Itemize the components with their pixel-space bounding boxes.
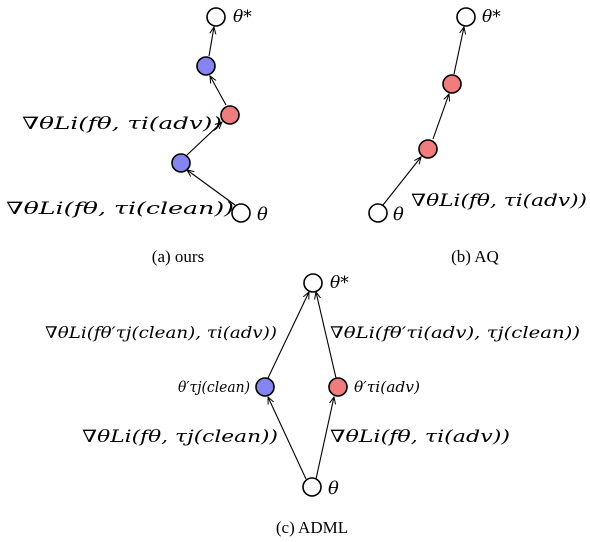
node-b-optimum xyxy=(456,7,476,27)
edge-b-adv2-to-optimum xyxy=(453,27,464,75)
edge-c-left-to-optimum xyxy=(267,292,309,379)
caption-c: (c) ADML xyxy=(276,518,348,537)
node-c-optimum xyxy=(303,273,323,293)
edge-a-theta-to-clean xyxy=(187,170,236,206)
panel-c-adml: θ θ* θ′τj(clean) θ′τi(adv) ∇θLi(fθ′τj(cl… xyxy=(45,273,580,537)
label-c-right-node: θ′τi(adv) xyxy=(354,378,420,396)
label-c-theta: θ xyxy=(328,478,339,499)
label-b-adv-gradient: ∇θLi(fθ, τi(adv)) xyxy=(411,191,587,211)
panel-b-aq: θ θ* ∇θLi(fθ, τi(adv)) (b) AQ xyxy=(368,7,587,266)
edge-a-clean-to-adv xyxy=(186,122,222,156)
label-a-optimum: θ* xyxy=(233,7,252,27)
node-a-clean-2 xyxy=(196,56,216,76)
node-a-adv xyxy=(220,105,240,125)
label-a-adv-gradient: ∇θLi(fθ, τi(adv)) xyxy=(22,114,222,134)
node-b-adv-1 xyxy=(418,139,438,159)
node-b-adv-2 xyxy=(442,74,462,94)
edge-a-adv-to-clean2 xyxy=(210,76,227,106)
node-b-theta xyxy=(368,203,388,223)
label-c-left-upper-gradient: ∇θLi(fθ′τj(clean), τi(adv)) xyxy=(45,323,277,342)
node-c-left-clean xyxy=(255,377,275,397)
caption-a: (a) ours xyxy=(152,247,204,266)
node-a-theta xyxy=(231,203,251,223)
label-c-optimum: θ* xyxy=(330,273,349,293)
label-b-theta: θ xyxy=(393,204,404,225)
node-c-theta xyxy=(302,477,322,497)
node-a-optimum xyxy=(206,7,226,27)
label-c-right-upper-gradient: ∇θLi(fθ′τi(adv), τj(clean)) xyxy=(330,323,580,342)
label-a-clean-gradient: ∇θLi(fθ, τi(clean)) xyxy=(6,199,234,219)
edge-c-theta-to-right xyxy=(315,397,334,480)
panel-a-ours: θ θ* ∇θLi(fθ, τi(clean)) ∇θLi(fθ, τi(adv… xyxy=(6,7,268,266)
label-c-right-lower-gradient: ∇θLi(fθ, τi(adv)) xyxy=(330,427,510,447)
node-a-clean-1 xyxy=(171,153,191,173)
edge-b-theta-to-adv1 xyxy=(382,157,421,206)
node-c-right-adv xyxy=(328,377,348,397)
label-c-left-lower-gradient: ∇θLi(fθ, τj(clean)) xyxy=(82,427,278,447)
edge-b-adv1-to-adv2 xyxy=(432,94,449,140)
edge-a-clean2-to-optimum xyxy=(208,27,214,57)
caption-b: (b) AQ xyxy=(451,247,499,266)
label-b-optimum: θ* xyxy=(482,7,501,27)
label-a-theta: θ xyxy=(257,204,268,225)
edge-c-right-to-optimum xyxy=(316,292,337,379)
label-c-left-node: θ′τj(clean) xyxy=(178,378,250,396)
edge-c-theta-to-left xyxy=(268,397,307,480)
